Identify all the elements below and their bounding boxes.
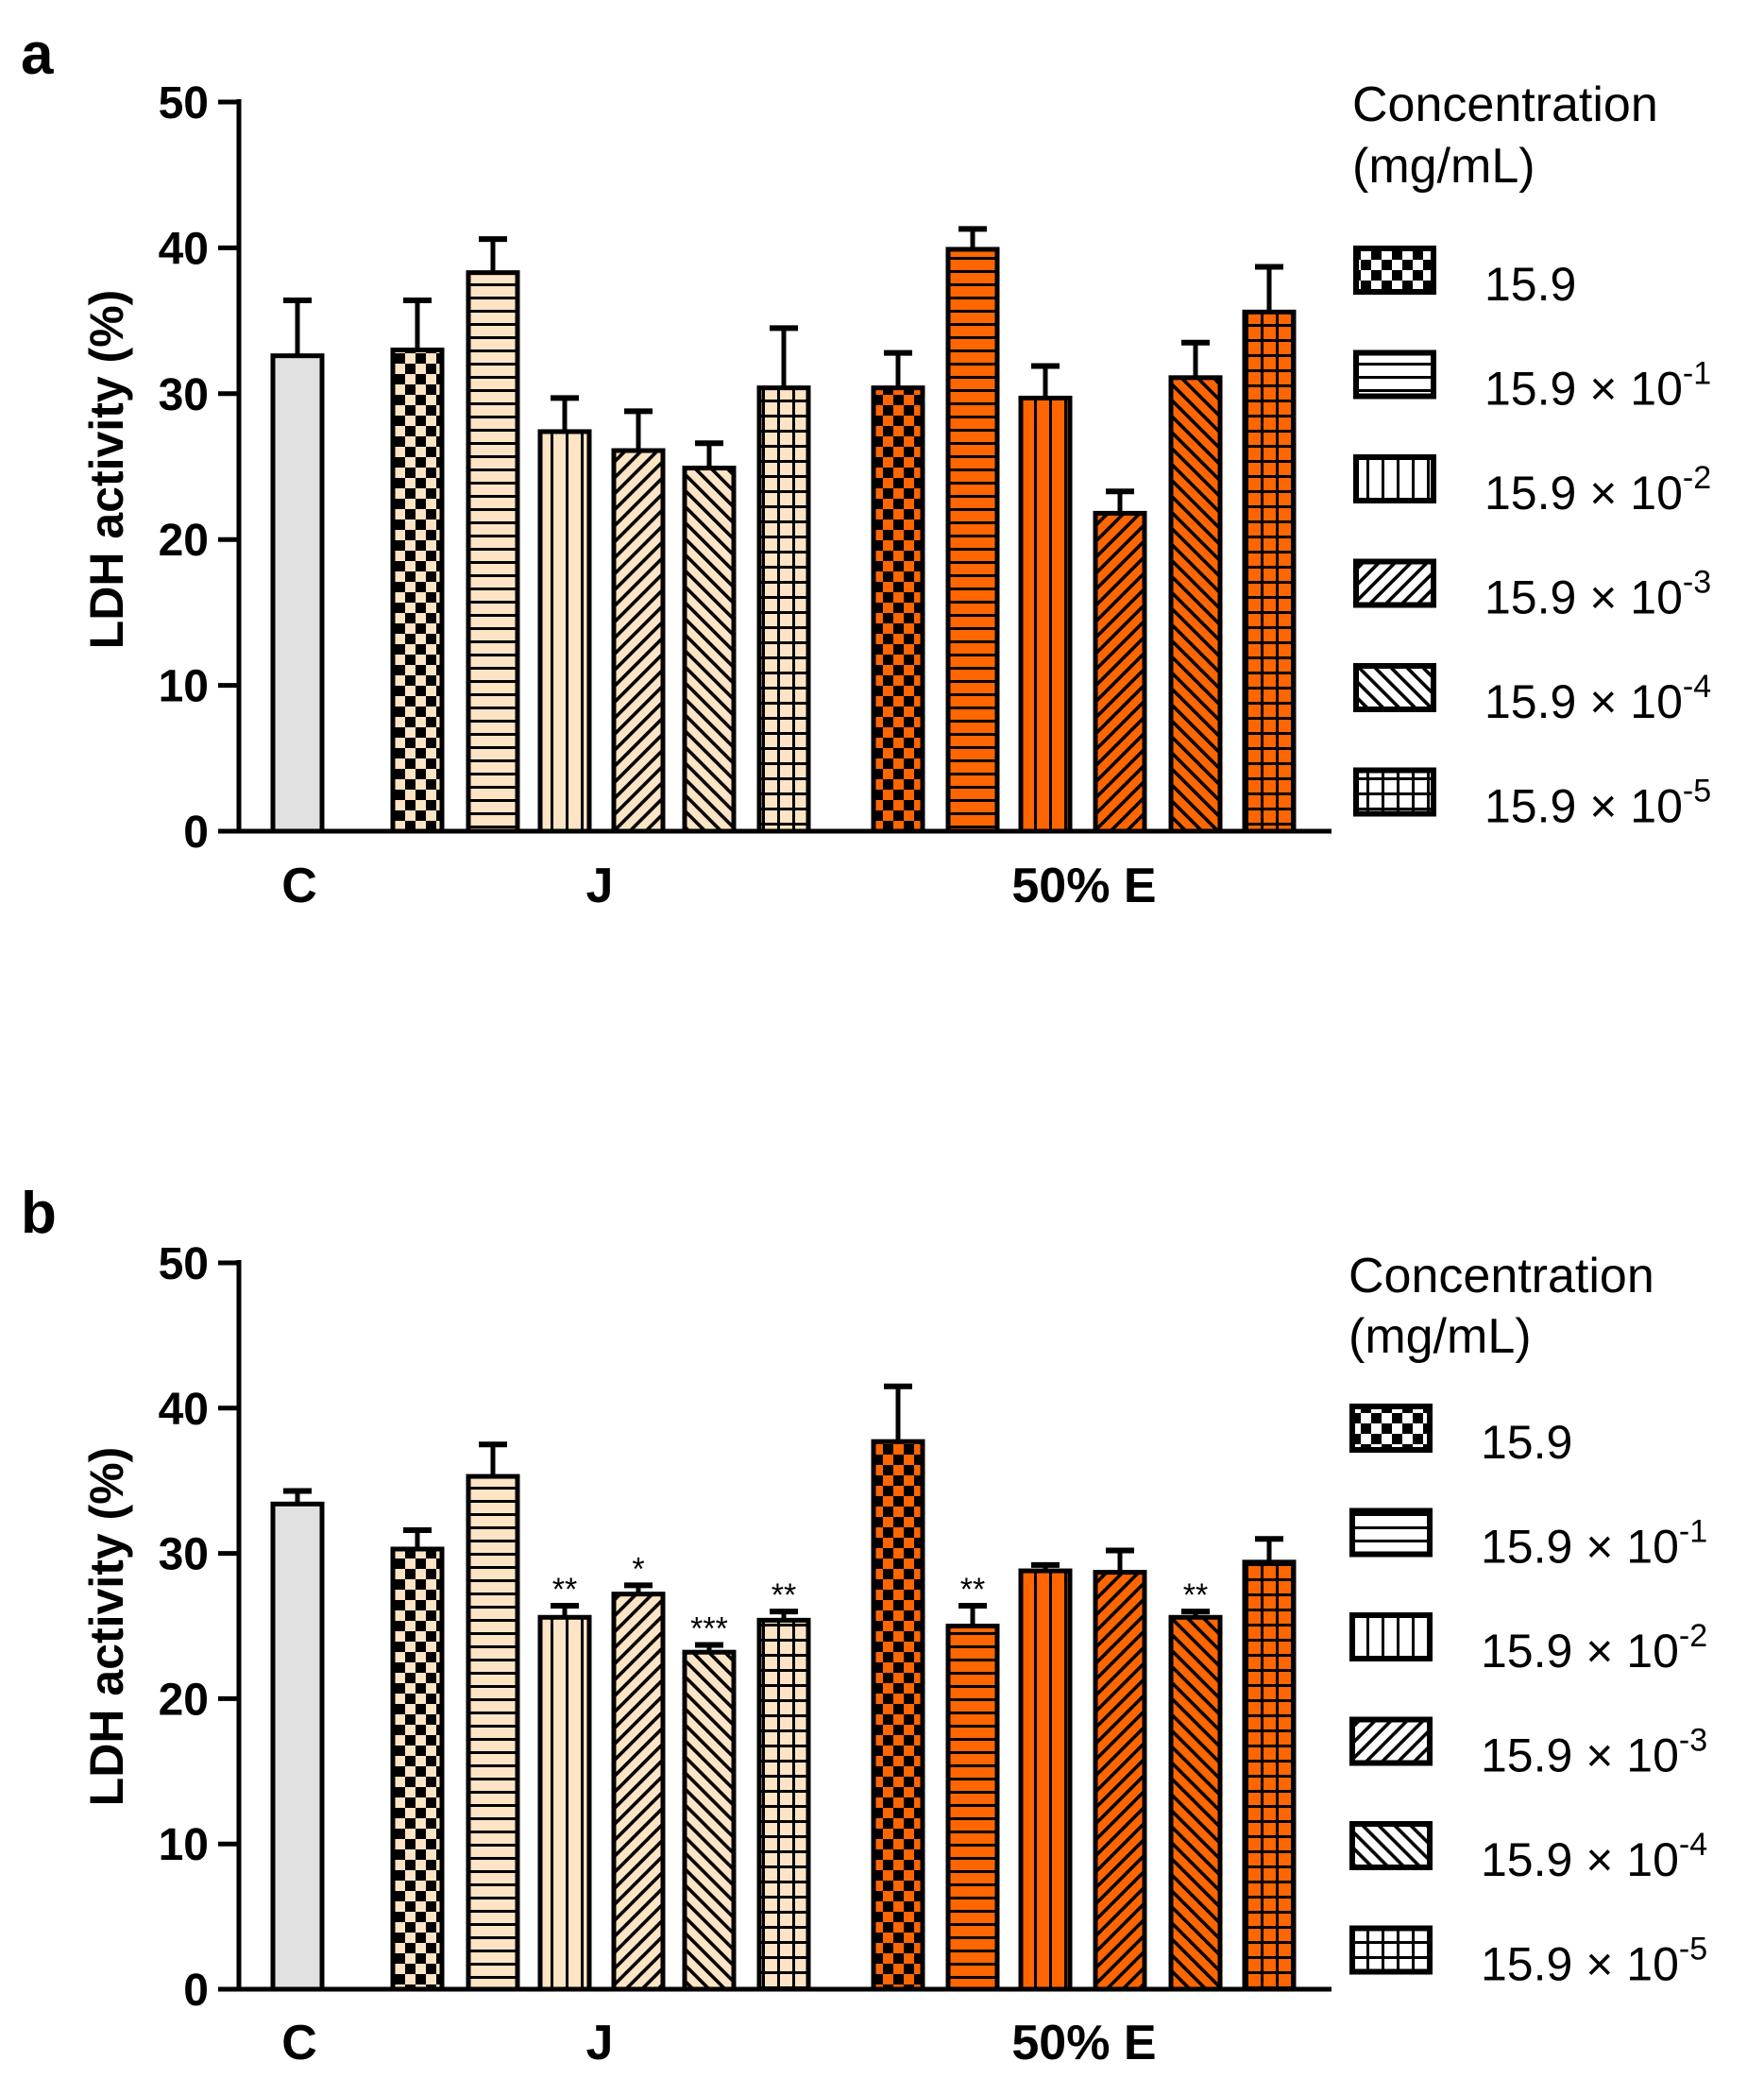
legend-label: 15.9 × 10-2 (1484, 460, 1711, 519)
bar (390, 347, 445, 834)
group-label: C (281, 2016, 317, 2070)
group-label: 50% E (1011, 2016, 1156, 2070)
group-label: J (586, 2016, 614, 2070)
legend-title: Concentration (1352, 77, 1658, 132)
legend-swatch (1349, 1612, 1433, 1661)
legend-label: 15.9 × 10-2 (1481, 1618, 1707, 1678)
bar (1168, 1614, 1223, 1992)
bar (1242, 309, 1297, 834)
panel-b: b LDH activity (%) ******** ** **010203040… (21, 1181, 1707, 2070)
y-tick-label: 20 (159, 516, 209, 566)
legend-swatch (1353, 349, 1436, 400)
legend-label: 15.9 × 10-3 (1484, 565, 1711, 624)
legend-swatch (1353, 767, 1436, 817)
bar (466, 270, 520, 834)
legend-label: 15.9 × 10-1 (1481, 1514, 1707, 1574)
bar (611, 1592, 666, 1992)
legend-swatch (1349, 1925, 1433, 1975)
legend-swatch (1349, 1821, 1433, 1870)
y-tick-label: 20 (159, 1675, 209, 1725)
y-tick-label: 30 (159, 1530, 209, 1580)
legend-label: 15.9 × 10-4 (1484, 669, 1711, 728)
significance-mark: ** (960, 1572, 985, 1608)
legend-label: 15.9 × 10-4 (1481, 1827, 1707, 1886)
legend-label: 15.9 × 10-3 (1481, 1723, 1707, 1782)
legend-swatch (1353, 246, 1436, 295)
y-tick-label: 0 (183, 808, 209, 858)
bar (682, 1649, 737, 1992)
y-tick-label: 10 (159, 1820, 209, 1870)
bar (682, 466, 737, 834)
bar (1093, 1570, 1147, 1992)
significance-mark: ** (1183, 1577, 1208, 1613)
legend-label: 15.9 (1484, 258, 1576, 311)
y-tick-label: 0 (183, 1966, 209, 2016)
legend-swatch (1349, 1404, 1433, 1453)
legend-items: 15.9 15.9 × 10-1 15.9 × 10-2 15.9 × 10-3 15.… (1349, 1404, 1707, 1991)
panel-label: a (21, 22, 54, 87)
y-axis-title: LDH activity (%) (80, 1447, 133, 1807)
legend: Concentration (mg/mL) 15.915.9 × 10-115.… (1352, 77, 1711, 833)
legend-title: Concentration (1348, 1249, 1654, 1303)
group-label: C (281, 859, 317, 913)
legend-swatch (1353, 558, 1436, 608)
legend-items: 15.9 15.9 × 10-1 15.9 × 10-2 15.9 × 10-3 15.… (1353, 246, 1711, 833)
bar (756, 1617, 811, 1992)
legend-title-unit: (mg/mL) (1352, 139, 1535, 194)
y-tick-label: 40 (159, 1385, 209, 1435)
bar (1168, 375, 1223, 834)
bar (756, 385, 811, 834)
bar (270, 1501, 325, 1992)
group-label: 50% E (1011, 859, 1156, 913)
legend-swatch (1353, 663, 1436, 712)
y-tick-label: 10 (159, 662, 209, 712)
bar (390, 1546, 445, 1992)
bar (466, 1473, 520, 1992)
bar (1242, 1559, 1297, 1992)
bar (611, 448, 666, 834)
plot-area: 0 10 20 30 40 50 (159, 78, 1331, 858)
y-tick-label: 30 (159, 370, 209, 420)
legend-swatch (1349, 1507, 1433, 1558)
legend-label: 15.9 × 10-5 (1481, 1932, 1707, 1991)
legend: Concentration (mg/mL) 15.915.9 × 10-115.… (1348, 1249, 1707, 1991)
y-tick-label: 50 (159, 78, 209, 128)
y-tick-label: 40 (159, 224, 209, 274)
bar (871, 385, 925, 834)
legend-swatch (1349, 1716, 1433, 1766)
bar (945, 247, 1000, 834)
significance-mark: * (632, 1551, 644, 1587)
bar (1018, 395, 1073, 834)
panel-a: a LDH activity (%) 0 10 20 30 40 50 C J 50% E… (21, 22, 1711, 913)
bar (945, 1624, 1000, 1992)
bar (871, 1439, 925, 1992)
bar (270, 353, 325, 834)
significance-mark: *** (690, 1610, 728, 1646)
bar (1093, 510, 1147, 834)
bar (537, 429, 592, 834)
y-axis-title: LDH activity (%) (80, 290, 133, 650)
legend-label: 15.9 (1481, 1416, 1572, 1469)
legend-swatch (1353, 454, 1436, 503)
y-tick-label: 50 (159, 1239, 209, 1289)
significance-mark: ** (772, 1577, 796, 1613)
legend-label: 15.9 × 10-1 (1484, 356, 1711, 416)
legend-title-unit: (mg/mL) (1348, 1309, 1532, 1364)
bar (537, 1614, 592, 1992)
group-label: J (586, 859, 614, 913)
bar (1018, 1568, 1073, 1992)
legend-label: 15.9 × 10-5 (1484, 774, 1711, 833)
panel-label: b (21, 1181, 57, 1246)
significance-mark: ** (552, 1572, 577, 1608)
